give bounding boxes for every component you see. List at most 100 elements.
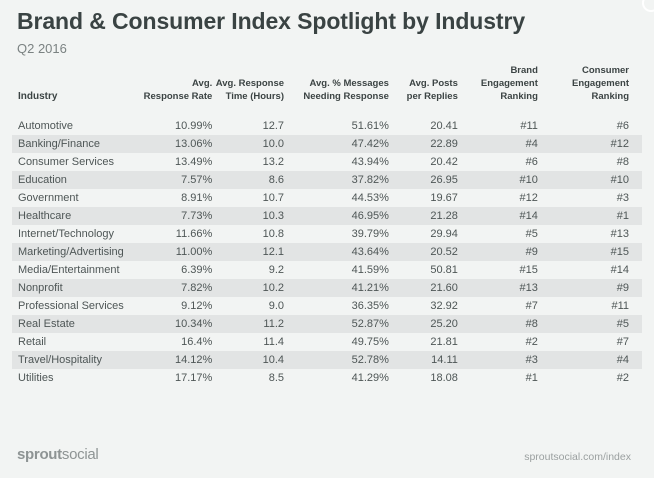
table-header-row: Industry Avg. Response Rate Avg. Respons…: [12, 64, 642, 117]
header-response-time: Avg. Response Time (Hours): [212, 64, 284, 117]
table-row: Utilities 17.17% 8.5 41.29% 18.08 #1 #2: [12, 369, 642, 387]
table-row: Retail 16.4% 11.4 49.75% 21.81 #2 #7: [12, 333, 642, 351]
cell-messages-needing-response: 43.94%: [351, 156, 389, 168]
cell-messages-needing-response: 51.61%: [351, 120, 389, 132]
cell-brand-ranking: #11: [520, 120, 538, 132]
cell-response-rate: 11.66%: [175, 228, 213, 240]
cell-posts-per-replies: 21.81: [430, 336, 458, 348]
cell-messages-needing-response: 41.59%: [351, 264, 389, 276]
cell-response-rate: 14.12%: [125, 351, 213, 369]
cell-industry: Education: [12, 171, 126, 189]
cell-brand-ranking: #13: [457, 279, 538, 297]
header-line: Brand: [510, 65, 538, 76]
header-line: Engagement: [571, 78, 629, 89]
cell-brand-ranking: #5: [525, 228, 538, 240]
table-row: Government 8.91% 10.7 44.53% 19.67 #12 #3: [12, 189, 642, 207]
cell-consumer-ranking: #2: [616, 372, 629, 384]
cell-industry: Banking/Finance: [12, 135, 126, 153]
cell-response-rate: 16.4%: [181, 336, 213, 348]
cell-industry: Internet/Technology: [18, 228, 115, 240]
cell-posts-per-replies: 20.41: [430, 120, 458, 132]
cell-response-rate: 17.17%: [174, 372, 213, 384]
cell-response-time: 12.7: [262, 120, 285, 132]
cell-brand-ranking: #4: [457, 135, 538, 153]
cell-response-time: 12.1: [212, 243, 285, 261]
cell-posts-per-replies: 20.42: [430, 156, 458, 168]
page-title: Brand & Consumer Index Spotlight by Indu…: [17, 8, 526, 34]
cell-brand-ranking: #9: [457, 243, 538, 261]
cell-response-time: 9.2: [268, 264, 285, 276]
table-row: Media/Entertainment 6.39% 9.2 41.59% 50.81 #1…: [12, 261, 642, 279]
cell-response-rate: 8.91%: [181, 192, 213, 204]
cell-response-time: 10.3: [212, 207, 285, 225]
cell-consumer-ranking: #9: [537, 279, 642, 297]
cell-industry: Utilities: [18, 372, 54, 384]
footer-url: sproutsocial.com/index: [524, 451, 631, 463]
cell-posts-per-replies: 18.08: [430, 372, 458, 384]
table-body: Automotive 10.99% 12.7 51.61% 20.41 #11 #6 Bank…: [12, 117, 642, 387]
header-industry: Industry: [12, 64, 126, 117]
cell-response-rate: 9.12%: [181, 300, 213, 312]
header-line: Avg. Response: [215, 78, 285, 89]
cell-posts-per-replies: 32.92: [430, 300, 458, 312]
cell-messages-needing-response: 41.29%: [351, 372, 389, 384]
logo-light: social: [61, 446, 99, 463]
table-row: Travel/Hospitality 14.12% 10.4 52.78% 14.11 #…: [12, 351, 642, 369]
header-brand-ranking: Brand Engagement Ranking: [458, 64, 538, 117]
header-response-rate: Avg. Response Rate: [126, 64, 213, 117]
cell-brand-ranking: #1: [525, 372, 538, 384]
header-line: Engagement: [480, 78, 538, 89]
cell-brand-ranking: #12: [519, 192, 538, 204]
cell-consumer-ranking: #1: [537, 207, 642, 225]
cell-brand-ranking: #10: [457, 171, 538, 189]
cell-response-rate: 7.82%: [125, 279, 213, 297]
cell-industry: Consumer Services: [18, 156, 114, 168]
table-row: Automotive 10.99% 12.7 51.61% 20.41 #11 #6: [12, 117, 642, 135]
cell-industry: Automotive: [18, 120, 74, 132]
cell-messages-needing-response: 47.42%: [284, 135, 389, 153]
cell-response-rate: 13.49%: [174, 156, 213, 168]
page-subtitle: Q2 2016: [17, 41, 67, 56]
cell-consumer-ranking: #4: [537, 351, 642, 369]
table-row: Marketing/Advertising 11.00% 12.1 43.64% 20.…: [12, 243, 642, 261]
cell-consumer-ranking: #7: [616, 336, 629, 348]
cell-industry: Travel/Hospitality: [12, 351, 126, 369]
cell-consumer-ranking: #8: [616, 156, 629, 168]
cell-messages-needing-response: 41.21%: [284, 279, 389, 297]
header-line: Avg. % Messages: [309, 78, 389, 89]
cell-response-time: 11.4: [263, 336, 285, 348]
cell-response-time: 10.8: [262, 228, 285, 240]
table-row: Healthcare 7.73% 10.3 46.95% 21.28 #14 #1: [12, 207, 642, 225]
cell-consumer-ranking: #14: [610, 264, 629, 276]
cell-consumer-ranking: #15: [537, 243, 642, 261]
header-consumer-ranking: Consumer Engagement Ranking: [538, 64, 642, 117]
cell-response-time: 11.2: [212, 315, 285, 333]
table-row: Real Estate 10.34% 11.2 52.87% 25.20 #8 #5: [12, 315, 642, 333]
cell-messages-needing-response: 36.35%: [351, 300, 389, 312]
table-row: Banking/Finance 13.06% 10.0 47.42% 22.89 #4 #1…: [12, 135, 642, 153]
cell-response-rate: 6.39%: [181, 264, 213, 276]
cell-response-time: 13.2: [262, 156, 285, 168]
table-row: Nonprofit 7.82% 10.2 41.21% 21.60 #13 #9: [12, 279, 642, 297]
cell-consumer-ranking: #13: [610, 228, 629, 240]
cell-response-time: 8.5: [268, 372, 285, 384]
cell-brand-ranking: #2: [525, 336, 538, 348]
sproutsocial-logo: sproutsocial: [17, 446, 99, 463]
header-line: Avg. Posts: [409, 78, 458, 89]
cell-brand-ranking: #15: [519, 264, 538, 276]
cell-response-rate: 11.00%: [125, 243, 213, 261]
header-line: Time (Hours): [225, 91, 285, 102]
table-row: Consumer Services 13.49% 13.2 43.94% 20.42 #6…: [12, 153, 642, 171]
corner-decoration: [642, 0, 654, 12]
cell-industry: Professional Services: [18, 300, 124, 312]
cell-response-time: 9.0: [268, 300, 285, 312]
cell-messages-needing-response: 49.75%: [351, 336, 389, 348]
cell-brand-ranking: #7: [525, 300, 538, 312]
table-row: Internet/Technology 11.66% 10.8 39.79% 29.94…: [12, 225, 642, 243]
cell-posts-per-replies: 21.28: [388, 207, 458, 225]
table-row: Education 7.57% 8.6 37.82% 26.95 #10 #10: [12, 171, 642, 189]
cell-response-rate: 10.34%: [125, 315, 213, 333]
header-line: Needing Response: [303, 91, 389, 102]
cell-industry: Media/Entertainment: [18, 264, 120, 276]
cell-brand-ranking: #6: [525, 156, 538, 168]
